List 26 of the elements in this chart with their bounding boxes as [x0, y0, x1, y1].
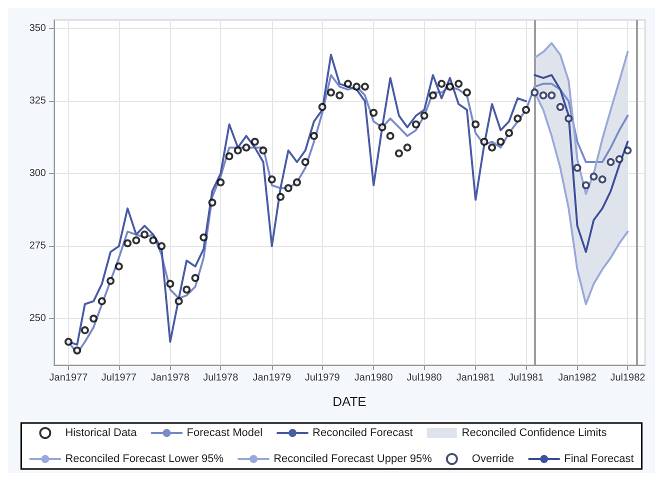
legend-label: Reconciled Confidence Limits — [462, 427, 608, 439]
x-tick-label: Jan1978 — [151, 372, 190, 384]
legend-label: Reconciled Forecast — [312, 427, 413, 439]
y-tick-label: 325 — [29, 96, 46, 107]
x-tick-label: Jan1980 — [354, 372, 394, 384]
y-tick-label: 300 — [29, 168, 46, 180]
x-tick-label: Jul1979 — [304, 372, 340, 384]
legend-label: Final Forecast — [564, 453, 634, 465]
y-tick-label: 350 — [29, 23, 46, 34]
x-tick-label: Jul1982 — [610, 372, 646, 384]
x-tick-label: Jul1981 — [508, 372, 544, 384]
x-tick-label: Jan1977 — [49, 372, 88, 384]
x-tick-label: Jan1979 — [252, 372, 292, 384]
x-tick-label: Jan1981 — [456, 372, 496, 384]
x-axis-title: DATE — [332, 394, 367, 409]
legend-label: Historical Data — [65, 427, 138, 439]
legend-label: Reconciled Forecast Lower 95% — [65, 453, 224, 465]
x-tick-label: Jul1980 — [406, 372, 442, 384]
legend-label: Reconciled Forecast Upper 95% — [274, 453, 432, 465]
y-tick-label: 250 — [29, 313, 46, 324]
legend-label: Override — [472, 453, 514, 465]
x-tick-label: Jul1978 — [203, 372, 239, 384]
legend-label: Forecast Model — [186, 427, 263, 439]
x-tick-label: Jan1982 — [558, 372, 597, 384]
x-tick-label: Jul1977 — [101, 372, 137, 384]
y-tick-label: 275 — [29, 240, 46, 252]
